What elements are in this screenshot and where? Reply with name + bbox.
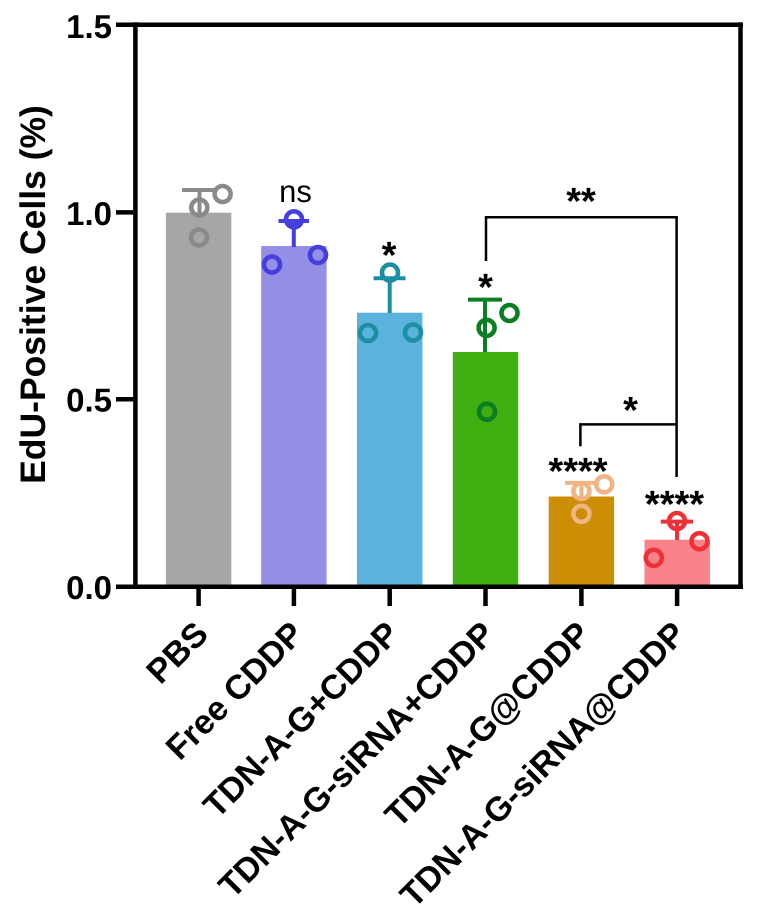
svg-text:EdU-Positive Cells (%): EdU-Positive Cells (%) — [13, 105, 53, 484]
svg-text:0.0: 0.0 — [66, 569, 112, 606]
svg-text:0.5: 0.5 — [66, 382, 112, 419]
svg-text:1.5: 1.5 — [66, 8, 112, 45]
svg-text:*: * — [382, 235, 397, 277]
svg-text:PBS: PBS — [139, 615, 215, 691]
svg-text:*: * — [623, 390, 638, 432]
svg-text:**: ** — [566, 181, 596, 223]
svg-text:ns: ns — [279, 174, 312, 209]
svg-text:****: **** — [548, 451, 607, 493]
svg-text:1.0: 1.0 — [66, 195, 112, 232]
svg-text:*: * — [478, 267, 493, 309]
svg-text:****: **** — [645, 484, 704, 526]
